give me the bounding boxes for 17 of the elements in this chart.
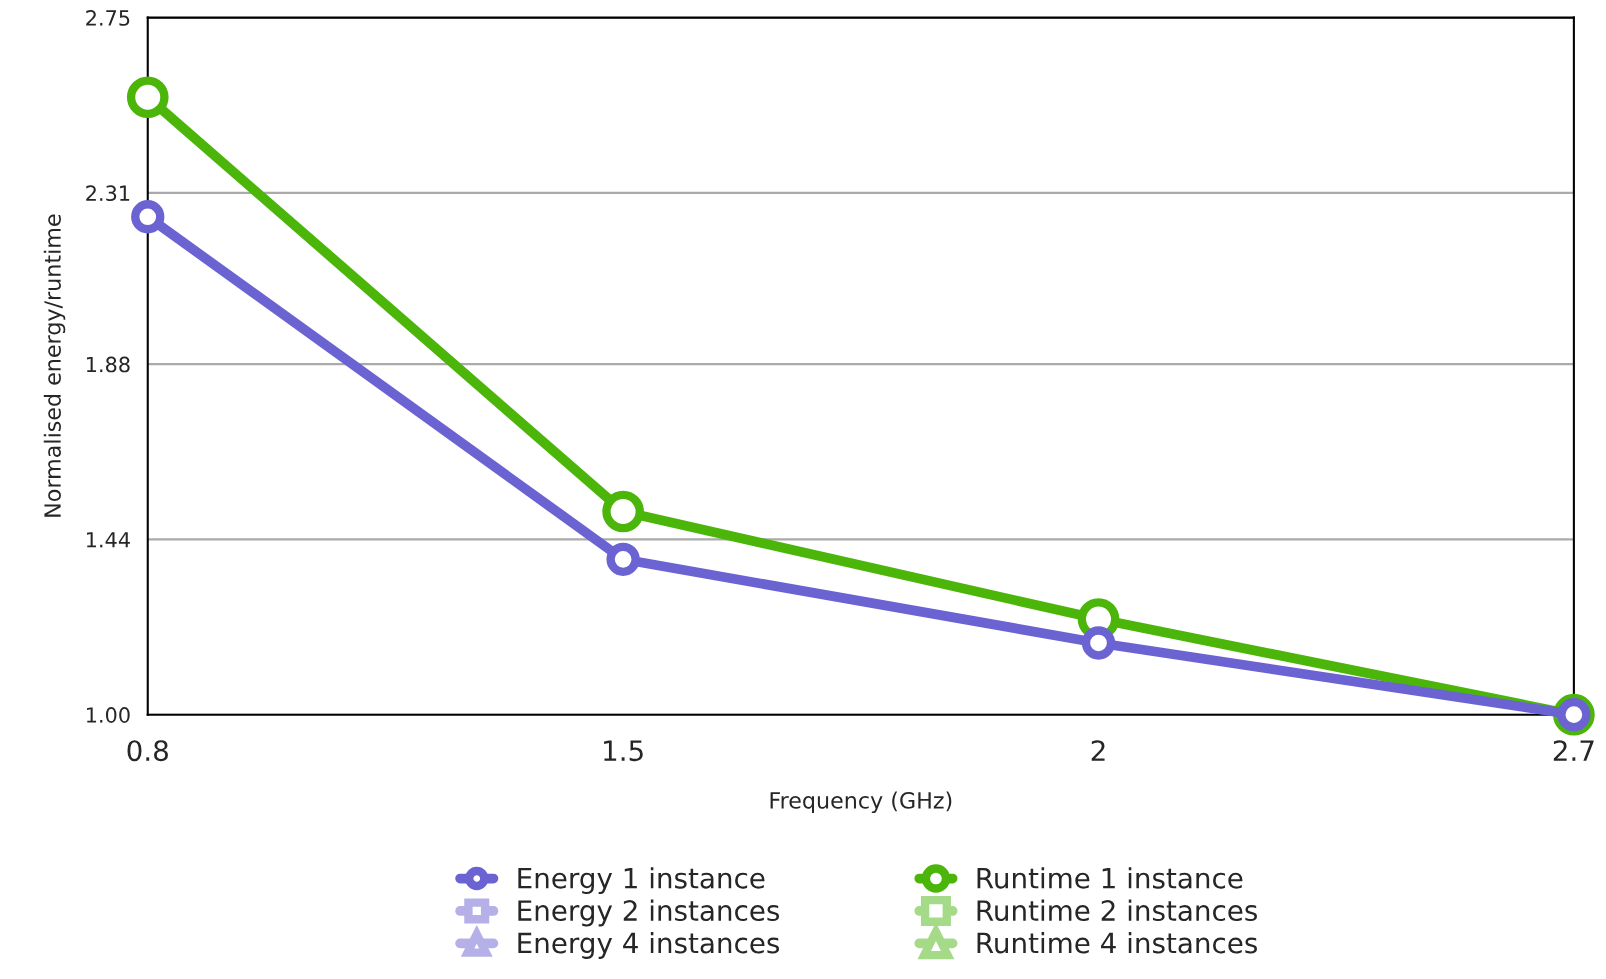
x-tick-label: 2 <box>1091 740 1105 761</box>
y-tick-label: 1.88 <box>86 356 130 373</box>
legend-label: Runtime 2 instances <box>977 899 1257 922</box>
legend-label: Energy 2 instances <box>518 899 780 927</box>
legend-label: Runtime 4 instances <box>977 932 1257 954</box>
y-axis-title: Normalised energy/runtime <box>43 214 66 517</box>
y-tick-label: 1.44 <box>86 532 130 548</box>
legend-label: Energy 4 instances <box>518 932 780 959</box>
y-tick-label: 2.31 <box>86 185 130 202</box>
y-tick-label: 1.00 <box>86 707 130 723</box>
y-tick-label: 2.75 <box>86 10 130 26</box>
legend-label: Energy 1 instance <box>518 867 765 895</box>
legend-label: Runtime 1 instance <box>977 867 1243 889</box>
x-axis-title: Frequency (GHz) <box>770 791 952 814</box>
x-tick-label: 1.5 <box>604 740 643 762</box>
x-tick-label: 0.8 <box>127 740 168 762</box>
x-tick-label: 2.7 <box>1553 740 1594 761</box>
